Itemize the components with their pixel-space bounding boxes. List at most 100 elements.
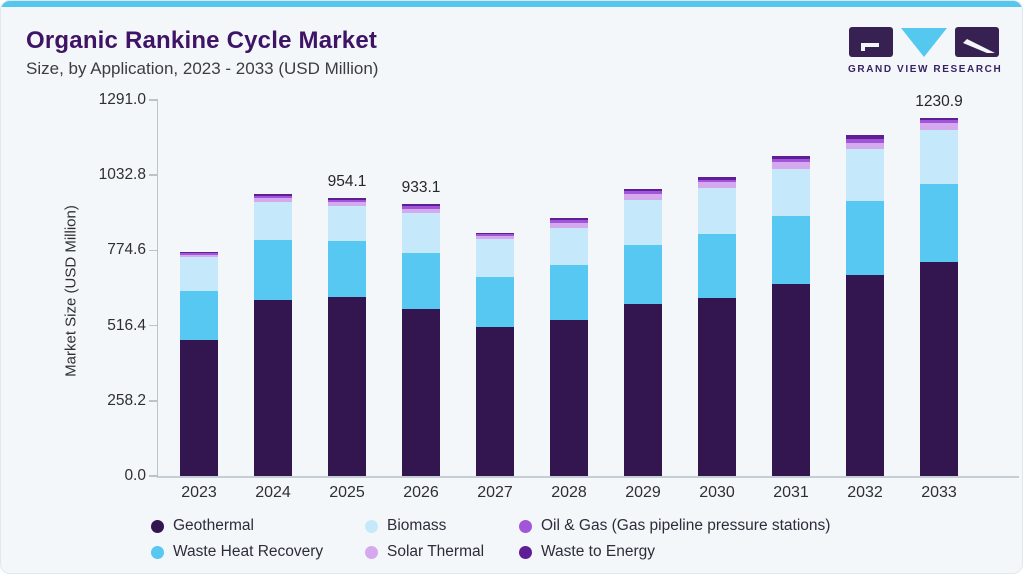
x-tick-label-2023: 2023: [181, 484, 217, 501]
bar-2027-biomass: [476, 238, 514, 278]
bar-2023-oil-gas-gas-pipeline-pressure-stations: [180, 252, 218, 255]
bar-2026-oil-gas-gas-pipeline-pressure-stations: [402, 206, 440, 209]
bar-2023-solar-thermal: [180, 254, 218, 257]
legend-label-oil-gas-gas-pipeline-pressure-stations: Oil & Gas (Gas pipeline pressure station…: [541, 517, 831, 534]
x-tick-label-2026: 2026: [403, 484, 439, 501]
legend-swatch-solar-thermal: [365, 545, 378, 559]
bar-2032-waste-to-energy: [846, 135, 884, 139]
x-axis-line: [156, 476, 1019, 478]
legend-swatch-biomass: [365, 519, 378, 533]
bar-2031-biomass: [772, 169, 810, 217]
bar-2031-solar-thermal: [772, 162, 810, 170]
legend-swatch-oil-gas-gas-pipeline-pressure-stations: [519, 519, 532, 533]
bar-2028-waste-to-energy: [550, 217, 588, 220]
legend-label-waste-to-energy: Waste to Energy: [541, 543, 656, 560]
x-tick-label-2029: 2029: [625, 484, 661, 501]
bar-2027-geothermal: [476, 327, 514, 476]
page-subtitle: Size, by Application, 2023 - 2033 (USD M…: [26, 59, 379, 78]
y-tick-label: 774.6: [107, 241, 146, 259]
bar-2024-biomass: [254, 202, 292, 240]
bar-2023-waste-to-energy: [180, 251, 218, 253]
bar-2023-waste-heat-recovery: [180, 291, 218, 340]
bar-2025-geothermal: [328, 297, 366, 476]
top-accent-bar: [1, 1, 1022, 7]
bar-2024-solar-thermal: [254, 198, 292, 203]
legend-item-oil-gas-gas-pipeline-pressure-stations: Oil & Gas (Gas pipeline pressure station…: [519, 517, 830, 535]
bar-2026-waste-heat-recovery: [402, 253, 440, 309]
bar-2033-biomass: [920, 129, 958, 184]
bar-2025-oil-gas-gas-pipeline-pressure-stations: [328, 199, 366, 203]
bar-2026-biomass: [402, 213, 440, 254]
bar-2033-waste-to-energy: [920, 117, 958, 121]
bar-2030-waste-heat-recovery: [698, 233, 736, 298]
legend-swatch-geothermal: [151, 519, 164, 533]
y-axis-tick: [148, 324, 158, 327]
legend-swatch-waste-to-energy: [519, 545, 532, 559]
x-tick-label-2025: 2025: [329, 484, 365, 501]
bar-2029-biomass: [624, 200, 662, 245]
bar-2029-geothermal: [624, 303, 662, 476]
bar-2025-waste-to-energy: [328, 198, 366, 200]
bar-2025-biomass: [328, 206, 366, 242]
legend-label-biomass: Biomass: [387, 517, 447, 534]
x-tick-label-2030: 2030: [699, 484, 735, 501]
gvr-logo-icon: [849, 27, 999, 57]
legend-item-solar-thermal: Solar Thermal: [365, 543, 484, 561]
bar-2025-waste-heat-recovery: [328, 241, 366, 298]
legend-label-geothermal: Geothermal: [173, 517, 254, 534]
bar-2028-solar-thermal: [550, 222, 588, 228]
bar-2024-geothermal: [254, 299, 292, 476]
x-tick-label-2028: 2028: [551, 484, 587, 501]
y-axis-title: Market Size (USD Million): [62, 205, 80, 377]
bar-2023-biomass: [180, 256, 218, 292]
bar-2033-geothermal: [920, 262, 958, 476]
bar-2031-waste-heat-recovery: [772, 216, 810, 285]
bar-2023-geothermal: [180, 339, 218, 476]
y-axis-line: [156, 100, 158, 478]
bar-2032-solar-thermal: [846, 142, 884, 150]
legend-item-waste-to-energy: Waste to Energy: [519, 543, 655, 561]
bar-2031-waste-to-energy: [772, 155, 810, 159]
bar-2026-geothermal: [402, 308, 440, 476]
bar-value-label-2033: 1230.9: [915, 92, 963, 110]
bar-2031-oil-gas-gas-pipeline-pressure-stations: [772, 158, 810, 163]
bar-2029-waste-to-energy: [624, 188, 662, 192]
bar-2033-oil-gas-gas-pipeline-pressure-stations: [920, 120, 958, 123]
x-tick-label-2031: 2031: [773, 484, 809, 501]
y-tick-label: 258.2: [107, 391, 146, 409]
bar-2030-oil-gas-gas-pipeline-pressure-stations: [698, 179, 736, 183]
x-tick-label-2027: 2027: [477, 484, 513, 501]
bar-2024-waste-to-energy: [254, 194, 292, 197]
legend-swatch-waste-heat-recovery: [151, 545, 164, 559]
x-tick-label-2024: 2024: [255, 484, 291, 501]
bar-2024-waste-heat-recovery: [254, 239, 292, 300]
y-axis-tick: [148, 400, 158, 402]
y-axis-tick: [148, 249, 158, 252]
y-axis-tick: [148, 174, 158, 176]
y-tick-label: 516.4: [107, 316, 146, 334]
bar-2030-biomass: [698, 187, 736, 234]
bar-2027-waste-to-energy: [476, 232, 514, 234]
legend-item-biomass: Biomass: [365, 517, 446, 535]
legend-label-waste-heat-recovery: Waste Heat Recovery: [173, 543, 324, 560]
bar-value-label-2026: 933.1: [401, 179, 441, 197]
page-title: Organic Rankine Cycle Market: [26, 27, 378, 54]
bar-2028-oil-gas-gas-pipeline-pressure-stations: [550, 219, 588, 223]
logo-text: GRAND VIEW RESEARCH: [848, 64, 1003, 75]
y-tick-label: 0.0: [124, 467, 146, 484]
legend-label-solar-thermal: Solar Thermal: [387, 543, 485, 560]
bar-2029-solar-thermal: [624, 194, 662, 201]
bar-2029-oil-gas-gas-pipeline-pressure-stations: [624, 191, 662, 195]
bar-2033-waste-heat-recovery: [920, 183, 958, 263]
bar-2030-geothermal: [698, 297, 736, 476]
legend-item-waste-heat-recovery: Waste Heat Recovery: [151, 543, 323, 561]
bar-2026-waste-to-energy: [402, 204, 440, 206]
bar-2025-solar-thermal: [328, 202, 366, 207]
bar-value-label-2025: 954.1: [327, 173, 367, 191]
bar-2030-waste-to-energy: [698, 177, 736, 180]
bar-2032-biomass: [846, 149, 884, 202]
bar-2029-waste-heat-recovery: [624, 244, 662, 304]
bar-2032-geothermal: [846, 274, 884, 476]
x-tick-label-2033: 2033: [921, 484, 957, 501]
